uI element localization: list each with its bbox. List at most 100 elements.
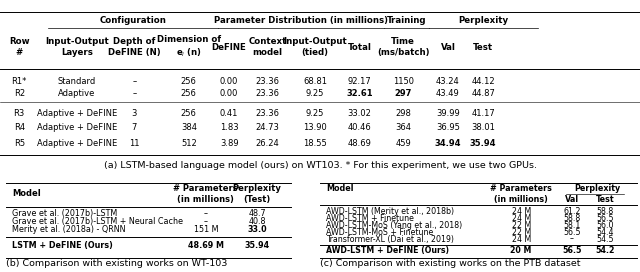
- Text: 56.5: 56.5: [563, 228, 580, 237]
- Text: Perplexity
(Test): Perplexity (Test): [232, 184, 282, 204]
- Text: 512: 512: [181, 139, 196, 148]
- Text: 26.24: 26.24: [255, 139, 280, 148]
- Text: # Parameters: # Parameters: [490, 184, 552, 193]
- Text: 48.69 M: 48.69 M: [188, 240, 224, 250]
- Text: 24 M: 24 M: [511, 207, 531, 216]
- Text: R1*: R1*: [12, 77, 27, 86]
- Text: 58.1: 58.1: [563, 221, 580, 230]
- Text: Val: Val: [564, 195, 579, 204]
- Text: Total: Total: [348, 42, 372, 52]
- Text: 36.95: 36.95: [436, 123, 460, 132]
- Text: R3: R3: [13, 109, 25, 118]
- Text: 54.2: 54.2: [595, 246, 615, 255]
- Text: R2: R2: [13, 89, 25, 98]
- Text: 61.2: 61.2: [563, 207, 580, 216]
- Text: 34.94: 34.94: [435, 139, 461, 148]
- Text: 3: 3: [132, 109, 137, 118]
- Text: Configuration: Configuration: [99, 16, 166, 25]
- Text: 364: 364: [396, 123, 412, 132]
- Text: 35.94: 35.94: [244, 240, 269, 250]
- Text: 39.99: 39.99: [436, 109, 460, 118]
- Text: 22 M: 22 M: [511, 221, 531, 230]
- Text: AWD-LSTM (Merity et al., 2018b): AWD-LSTM (Merity et al., 2018b): [326, 207, 454, 216]
- Text: 0.00: 0.00: [220, 89, 238, 98]
- Text: 0.00: 0.00: [220, 77, 238, 86]
- Text: Training: Training: [387, 16, 426, 25]
- Text: 1.83: 1.83: [220, 123, 239, 132]
- Text: (b) Comparison with existing works on WT-103: (b) Comparison with existing works on WT…: [6, 258, 228, 268]
- Text: Dimension of
e$_i$ (n): Dimension of e$_i$ (n): [157, 35, 221, 59]
- Text: 24 M: 24 M: [511, 234, 531, 243]
- Text: DeFINE: DeFINE: [212, 42, 246, 52]
- Text: 459: 459: [396, 139, 411, 148]
- Text: (a) LSTM-based language model (ours) on WT103. * For this experiment, we use two: (a) LSTM-based language model (ours) on …: [104, 161, 536, 170]
- Text: Test: Test: [473, 42, 493, 52]
- Text: Grave et al. (2017b)-LSTM + Neural Cache: Grave et al. (2017b)-LSTM + Neural Cache: [12, 217, 183, 226]
- Text: Adaptive + DeFINE: Adaptive + DeFINE: [36, 109, 117, 118]
- Text: 35.94: 35.94: [470, 139, 497, 148]
- Text: (c) Comparison with existing works on the PTB dataset: (c) Comparison with existing works on th…: [320, 258, 580, 268]
- Text: 56.5: 56.5: [562, 246, 582, 255]
- Text: Test: Test: [596, 195, 614, 204]
- Text: 92.17: 92.17: [348, 77, 372, 86]
- Text: Adaptive: Adaptive: [58, 89, 95, 98]
- Text: Grave et al. (2017b)-LSTM: Grave et al. (2017b)-LSTM: [12, 209, 117, 218]
- Text: 7: 7: [132, 123, 137, 132]
- Text: # Parameters
(in millions): # Parameters (in millions): [173, 184, 238, 204]
- Text: 33.0: 33.0: [247, 225, 267, 234]
- Text: 256: 256: [181, 89, 196, 98]
- Text: 68.81: 68.81: [303, 77, 327, 86]
- Text: 33.02: 33.02: [348, 109, 372, 118]
- Text: Val: Val: [440, 42, 456, 52]
- Text: Input-Output
(tied): Input-Output (tied): [283, 37, 347, 57]
- Text: 0.41: 0.41: [220, 109, 238, 118]
- Text: Parameter Distribution (in millions): Parameter Distribution (in millions): [214, 16, 388, 25]
- Text: 384: 384: [180, 123, 197, 132]
- Text: 9.25: 9.25: [306, 109, 324, 118]
- Text: 43.24: 43.24: [436, 77, 460, 86]
- Text: 1150: 1150: [393, 77, 413, 86]
- Text: 20 M: 20 M: [511, 246, 532, 255]
- Text: Adaptive + DeFINE: Adaptive + DeFINE: [36, 123, 117, 132]
- Text: 24.73: 24.73: [255, 123, 280, 132]
- Text: 9.25: 9.25: [306, 89, 324, 98]
- Text: –: –: [204, 217, 208, 226]
- Text: AWD-LSTM + Finetune: AWD-LSTM + Finetune: [326, 214, 414, 223]
- Text: 56.5: 56.5: [596, 214, 614, 223]
- Text: 151 M: 151 M: [193, 225, 218, 234]
- Text: 40.46: 40.46: [348, 123, 372, 132]
- Text: 23.36: 23.36: [255, 89, 280, 98]
- Text: AWD-LSTM + DeFINE (Ours): AWD-LSTM + DeFINE (Ours): [326, 246, 449, 255]
- Text: R4: R4: [13, 123, 25, 132]
- Text: (in millions): (in millions): [494, 195, 548, 204]
- Text: Row
#: Row #: [9, 37, 29, 57]
- Text: 256: 256: [181, 77, 196, 86]
- Text: Depth of
DeFINE (N): Depth of DeFINE (N): [108, 37, 161, 57]
- Text: Standard: Standard: [58, 77, 96, 86]
- Text: 58.8: 58.8: [563, 214, 580, 223]
- Text: 41.17: 41.17: [471, 109, 495, 118]
- Text: 44.87: 44.87: [471, 89, 495, 98]
- Text: 13.90: 13.90: [303, 123, 327, 132]
- Text: Model: Model: [12, 189, 41, 198]
- Text: –: –: [132, 89, 136, 98]
- Text: R5: R5: [13, 139, 25, 148]
- Text: –: –: [204, 209, 208, 218]
- Text: Time
(ms/batch): Time (ms/batch): [377, 37, 429, 57]
- Text: Merity et al. (2018a) - QRNN: Merity et al. (2018a) - QRNN: [12, 225, 125, 234]
- Text: 44.12: 44.12: [472, 77, 495, 86]
- Text: Transformer-XL (Dai et al., 2019): Transformer-XL (Dai et al., 2019): [326, 234, 454, 243]
- Text: 40.8: 40.8: [248, 217, 266, 226]
- Text: AWD-LSTM-MoS (Yang et al., 2018): AWD-LSTM-MoS (Yang et al., 2018): [326, 221, 463, 230]
- Text: 48.69: 48.69: [348, 139, 372, 148]
- Text: 23.36: 23.36: [255, 77, 280, 86]
- Text: 54.5: 54.5: [596, 234, 614, 243]
- Text: 32.61: 32.61: [346, 89, 373, 98]
- Text: 54.4: 54.4: [596, 228, 614, 237]
- Text: 24 M: 24 M: [511, 214, 531, 223]
- Text: 38.01: 38.01: [471, 123, 495, 132]
- Text: Perplexity: Perplexity: [574, 184, 620, 193]
- Text: –: –: [570, 234, 574, 243]
- Text: 256: 256: [181, 109, 196, 118]
- Text: Adaptive + DeFINE: Adaptive + DeFINE: [36, 139, 117, 148]
